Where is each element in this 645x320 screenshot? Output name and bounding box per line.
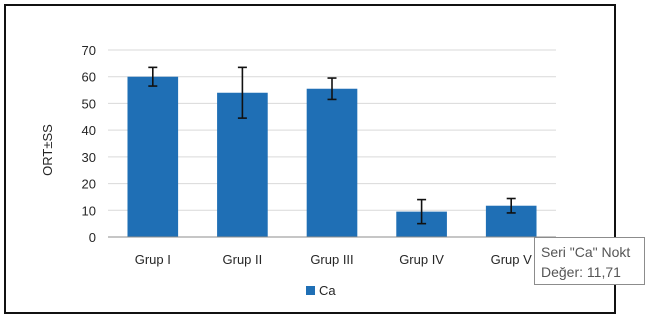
y-axis-label: ORT±SS [40,124,55,176]
legend-label-ca: Ca [319,283,336,298]
x-tick-labels: Grup I Grup II Grup III Grup IV Grup V [135,252,532,267]
x-tick-label: Grup II [223,252,263,267]
legend: Ca [306,283,336,298]
error-bars [148,66,516,225]
y-tick-label: 50 [82,96,96,111]
y-tick-label: 40 [82,123,96,138]
data-point-tooltip: Seri "Ca" Nokt Değer: 11,71 [534,237,645,285]
x-tick-label: Grup IV [399,252,444,267]
y-tick-label: 0 [89,230,96,245]
y-tick-label: 70 [82,43,96,58]
y-tick-label: 60 [82,70,96,85]
x-tick-label: Grup III [310,252,353,267]
bar [306,88,358,237]
bar [127,76,179,237]
x-tick-label: Grup V [491,252,533,267]
y-tick-label: 10 [82,203,96,218]
tooltip-series-line: Seri "Ca" Nokt [541,244,631,260]
legend-swatch-ca [306,286,315,295]
y-tick-label: 30 [82,150,96,165]
x-tick-label: Grup I [135,252,171,267]
y-tick-label: 20 [82,177,96,192]
y-tick-labels: 0 10 20 30 40 50 60 70 [82,43,96,245]
tooltip-value-line: Değer: 11,71 [541,264,621,280]
